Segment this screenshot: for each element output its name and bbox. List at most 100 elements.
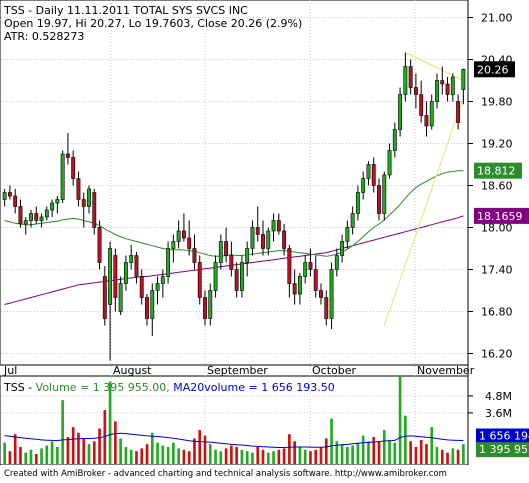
candle	[44, 206, 49, 221]
volume-bar	[430, 427, 434, 464]
candle	[2, 189, 7, 207]
candle	[192, 234, 197, 270]
candle-body	[308, 262, 313, 270]
volume-bar	[19, 446, 22, 464]
candle-body	[208, 290, 213, 319]
volume-bar	[298, 446, 302, 464]
value-tag	[474, 207, 529, 224]
candle-body	[329, 269, 334, 319]
candle	[313, 255, 318, 298]
candle-body	[445, 83, 450, 95]
candle-body	[319, 290, 323, 298]
candle-body	[355, 192, 360, 214]
month-label: October	[312, 364, 356, 377]
volume-bar	[282, 448, 286, 464]
candle-body	[145, 297, 149, 319]
candle-body	[245, 248, 250, 263]
volume-value-tag	[476, 428, 529, 444]
volume-bar	[251, 452, 254, 464]
volume-bar	[425, 444, 428, 464]
volume-bar	[214, 449, 217, 464]
candle	[203, 290, 207, 326]
candle	[181, 213, 186, 242]
candle-body	[366, 164, 371, 179]
candle-body	[102, 276, 107, 319]
candle	[245, 241, 250, 277]
candle-body	[155, 283, 160, 291]
volume-bar	[388, 439, 391, 464]
candle-body	[23, 220, 28, 225]
candle	[329, 262, 334, 329]
candle-body	[34, 213, 39, 221]
candle-body	[371, 164, 376, 186]
candle	[319, 283, 323, 305]
volume-bar	[161, 445, 165, 464]
volume-bar	[156, 442, 159, 464]
candle-body	[203, 297, 207, 319]
volume-bar	[50, 441, 54, 464]
candle-body	[65, 153, 70, 158]
candle-body	[92, 192, 97, 228]
month-label: August	[113, 364, 152, 377]
volume-bar	[288, 434, 291, 464]
volume-bar	[456, 449, 460, 464]
candle	[71, 150, 76, 186]
volume-bar	[256, 446, 260, 464]
volume-value-tag	[476, 442, 529, 458]
volume-bar	[13, 434, 17, 464]
candle-body	[261, 234, 265, 249]
candle-body	[361, 178, 366, 193]
candle	[255, 206, 260, 242]
atr-readout: ATR: 0.528273	[4, 30, 84, 43]
candle-body	[134, 255, 139, 277]
candle-body	[340, 241, 345, 256]
volume-value-tag-label: 1 395 955	[479, 443, 529, 456]
price-tick-label: 16.20	[481, 348, 513, 361]
volume-bar	[24, 452, 28, 464]
volume-bar	[245, 451, 249, 464]
candle-body	[18, 206, 23, 225]
candle-body	[76, 178, 81, 200]
volume-label-prefix: TSS -	[3, 381, 36, 394]
candle-body	[440, 80, 445, 85]
candle	[97, 220, 102, 270]
candle	[429, 94, 434, 130]
volume-bar	[261, 449, 265, 464]
candle	[34, 206, 39, 224]
candle-body	[398, 94, 403, 130]
volume-bar	[230, 445, 233, 464]
candle-body	[324, 297, 329, 319]
price-tick-label: 18.00	[481, 222, 513, 235]
candle	[303, 255, 308, 284]
month-label: November	[417, 364, 475, 377]
candle	[392, 122, 397, 158]
candle	[276, 213, 281, 235]
candle	[456, 94, 461, 130]
candle	[176, 220, 181, 249]
volume-bar	[124, 446, 128, 464]
candle-body	[250, 227, 255, 249]
candle	[60, 150, 65, 203]
volume-bar	[446, 452, 449, 464]
candle	[118, 276, 123, 315]
candle-body	[113, 255, 118, 298]
candle	[139, 269, 144, 305]
volume-bar	[92, 441, 96, 464]
candle-body	[345, 227, 350, 242]
volume-bar	[3, 442, 6, 464]
volume-bar	[440, 449, 444, 464]
candle-body	[181, 230, 186, 239]
candle-body	[450, 76, 455, 95]
candle-body	[292, 283, 297, 295]
candle	[266, 227, 271, 256]
volume-label-value: Volume = 1 395 955.00,	[36, 381, 174, 394]
candle-body	[377, 185, 381, 214]
candle	[123, 255, 128, 291]
candle-body	[171, 241, 176, 249]
candle	[81, 192, 86, 228]
candle-body	[303, 262, 308, 277]
volume-bar	[150, 432, 154, 464]
candle	[113, 248, 118, 312]
